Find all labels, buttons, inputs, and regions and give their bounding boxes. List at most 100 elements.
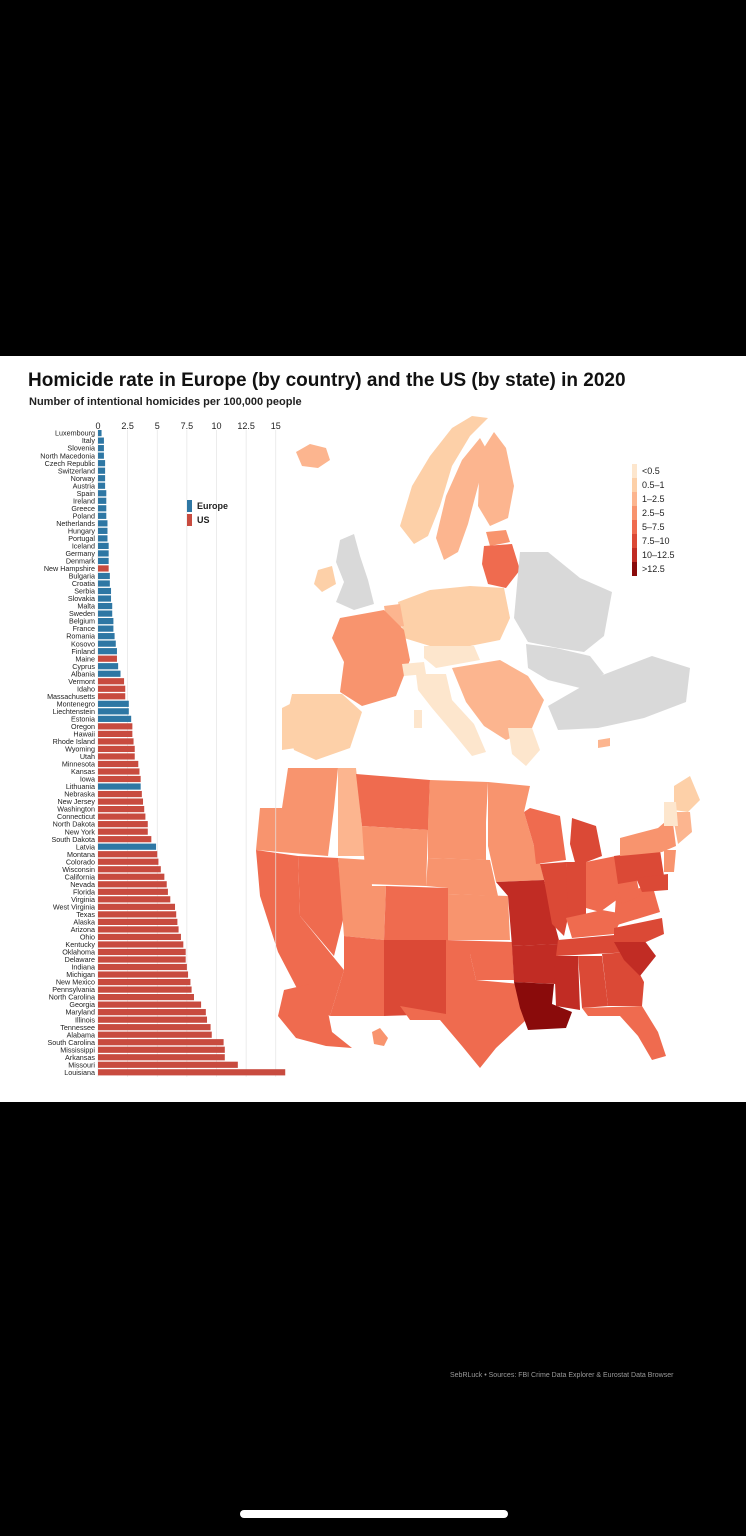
bar-label: Missouri <box>68 1060 95 1069</box>
bar-label: Latvia <box>76 842 95 851</box>
bar <box>98 730 133 737</box>
washington-region <box>282 768 338 808</box>
bar <box>98 557 109 565</box>
iowa-region <box>488 846 544 882</box>
new-jersey-region <box>664 850 676 872</box>
bar <box>98 896 171 903</box>
bar-label: Wisconsin <box>62 865 95 874</box>
bar-label: Poland <box>73 511 95 520</box>
bar <box>98 467 106 474</box>
colorado-region <box>384 886 448 940</box>
bar-label: Colorado <box>66 857 95 866</box>
bar-label: Florida <box>73 887 95 896</box>
germany-poland-region <box>398 586 510 646</box>
bar-chart: 0 2.5 5 7.5 10 12.5 15 LuxembourgItalySlovenia… <box>40 421 286 1077</box>
legend-swatch <box>187 514 192 526</box>
bar <box>98 1016 208 1023</box>
bar-label: Belgium <box>69 617 95 626</box>
bar <box>98 858 159 865</box>
map-legend-label: 0.5–1 <box>642 480 665 490</box>
bar <box>98 753 135 760</box>
map-legend-swatch <box>632 534 637 548</box>
idaho-region <box>338 768 370 856</box>
bar <box>98 866 161 873</box>
bar <box>98 633 115 640</box>
bar <box>98 678 125 685</box>
balkans-region <box>452 660 544 740</box>
portugal-region <box>282 702 296 750</box>
bar <box>98 542 109 549</box>
bar-label: California <box>65 872 95 881</box>
bar-label: Pennsylvania <box>52 985 95 994</box>
louisiana-region <box>514 982 572 1030</box>
bar <box>98 550 109 557</box>
chart-subtitle: Number of intentional homicides per 100,… <box>29 396 302 408</box>
source-note: SebRLuck • Sources: FBI Crime Data Explo… <box>450 1372 674 1379</box>
cyprus-region <box>598 738 610 748</box>
bar <box>98 618 114 625</box>
bar <box>98 926 179 933</box>
uk-region <box>336 534 374 610</box>
bar <box>98 460 106 467</box>
bar-label: Iceland <box>72 542 95 551</box>
bar-legend: Europe US <box>187 500 228 526</box>
bar-label: Iowa <box>80 775 95 784</box>
bar <box>98 918 178 925</box>
bar <box>98 490 107 497</box>
bar <box>98 625 114 632</box>
bar <box>98 760 139 768</box>
minnesota-region <box>488 782 534 846</box>
bar-label: Arizona <box>71 925 95 934</box>
bar <box>98 881 167 888</box>
map-legend-swatch <box>632 506 637 520</box>
bar-label: Montenegro <box>57 699 95 708</box>
bar <box>98 1001 202 1008</box>
map-legend-swatch <box>632 548 637 562</box>
bar-label: New York <box>65 827 96 836</box>
bar <box>98 986 192 993</box>
nebraska-region <box>426 858 498 896</box>
bar <box>98 1046 225 1053</box>
bar <box>98 1024 211 1031</box>
bar <box>98 505 107 512</box>
bar-label: Maryland <box>65 1008 95 1017</box>
turkey-region <box>548 656 690 730</box>
bar <box>98 768 140 775</box>
x-tick-label: 10 <box>211 421 221 431</box>
kansas-region <box>448 894 510 940</box>
pennsylvania-region <box>614 850 664 884</box>
bar-label: Oregon <box>71 722 95 731</box>
map-legend-swatch <box>632 492 637 506</box>
sweden-region <box>436 438 488 560</box>
bar <box>98 1069 286 1076</box>
bar <box>98 475 106 482</box>
bar-label: Minnesota <box>62 760 95 769</box>
x-tick-label: 0 <box>95 421 100 431</box>
bar <box>98 843 157 850</box>
home-indicator[interactable] <box>240 1510 508 1518</box>
bar-label: Austria <box>73 481 95 490</box>
bar <box>98 821 148 828</box>
bar-label: Massachusetts <box>47 692 95 701</box>
bar-label: Portugal <box>68 534 95 543</box>
bar-label: Serbia <box>74 587 95 596</box>
bar-label: South Carolina <box>47 1038 95 1047</box>
nevada-region <box>298 856 344 956</box>
bar-label: Connecticut <box>57 812 95 821</box>
bar <box>98 497 107 504</box>
california-region <box>256 850 344 1016</box>
new-york-region <box>620 816 676 856</box>
bar-label: Georgia <box>69 1000 95 1009</box>
map-legend-label: 7.5–10 <box>642 536 670 546</box>
bar-label: Romania <box>66 632 95 641</box>
bar-label: Alabama <box>67 1030 95 1039</box>
norway-region <box>400 416 488 544</box>
map-legend-label: 10–12.5 <box>642 550 675 560</box>
bar-label: New Mexico <box>56 978 95 987</box>
bar <box>98 956 186 963</box>
wisconsin-region <box>524 808 566 864</box>
choropleth-maps: <0.5 0.5–1 1–2.5 2.5–5 5–7.5 7.5–10 10–12.5 >12… <box>256 416 700 1068</box>
bar-label: Malta <box>77 602 95 611</box>
north-dakota-region <box>428 780 488 822</box>
bar-label: Denmark <box>66 557 96 566</box>
